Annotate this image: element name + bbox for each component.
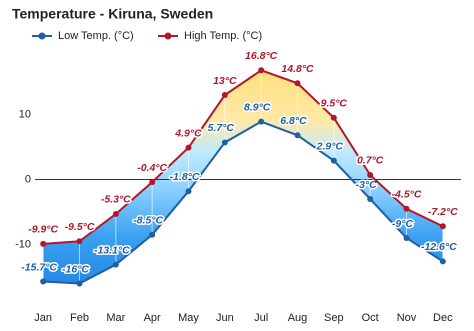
value-label: -13.1°C xyxy=(94,244,130,256)
legend-label: High Temp. (°C) xyxy=(184,30,262,42)
value-label: 16.8°C xyxy=(245,50,278,62)
point xyxy=(294,132,301,139)
x-tick-label: Dec xyxy=(433,312,453,324)
value-label: 13°C xyxy=(213,75,237,87)
point xyxy=(439,223,446,230)
point xyxy=(330,157,337,164)
value-label: 9.5°C xyxy=(321,98,348,110)
point xyxy=(76,238,83,245)
value-label: 5.7°C xyxy=(208,122,235,134)
x-tick-label: Sep xyxy=(324,312,344,324)
value-label: 0.7°C xyxy=(357,155,384,167)
point xyxy=(403,235,410,241)
legend-label: Low Temp. (°C) xyxy=(58,30,134,42)
x-tick-label: Apr xyxy=(144,312,161,324)
x-tick-label: Nov xyxy=(397,312,417,324)
point xyxy=(221,92,228,98)
legend-marker xyxy=(38,32,46,40)
point xyxy=(330,114,337,121)
point xyxy=(112,261,119,268)
point xyxy=(294,80,301,87)
value-label: -8.5°C xyxy=(133,215,163,227)
point xyxy=(112,210,119,217)
value-label: -5.3°C xyxy=(101,194,131,206)
point xyxy=(185,144,192,151)
value-label: -7.2°C xyxy=(428,206,458,218)
point xyxy=(403,205,410,212)
y-tick-label: 0 xyxy=(25,173,31,185)
value-label: 2.9°C xyxy=(316,140,344,152)
series-line xyxy=(43,69,444,245)
value-label: -3°C xyxy=(356,179,378,191)
value-label: -9.5°C xyxy=(65,221,95,233)
x-tick-label: Oct xyxy=(362,312,379,324)
value-label: -12.6°C xyxy=(421,241,457,253)
value-label: -9.9°C xyxy=(28,224,58,236)
x-tick-label: Mar xyxy=(106,312,125,324)
value-label: -16°C xyxy=(62,263,89,275)
value-label: -0.4°C xyxy=(137,162,167,174)
value-label: 4.9°C xyxy=(174,127,202,139)
x-tick-label: Aug xyxy=(288,312,308,324)
point xyxy=(149,179,156,186)
value-label: 14.8°C xyxy=(281,63,314,75)
point xyxy=(76,280,83,287)
point xyxy=(439,258,446,265)
y-tick-label: 10 xyxy=(19,108,31,120)
point xyxy=(367,171,374,178)
point xyxy=(149,231,156,238)
legend-marker xyxy=(164,32,172,40)
chart-title: Temperature - Kiruna, Sweden xyxy=(12,6,213,22)
point xyxy=(367,196,374,202)
point xyxy=(185,188,192,195)
value-label: -4.5°C xyxy=(392,189,422,201)
value-label: -9°C xyxy=(392,218,414,230)
y-tick-label: -10 xyxy=(15,238,31,250)
point xyxy=(258,67,265,74)
value-label: -1.8°C xyxy=(170,171,200,183)
value-label: 6.8°C xyxy=(280,115,307,127)
x-tick-label: May xyxy=(178,312,199,324)
point xyxy=(40,278,47,285)
value-label: 8.9°C xyxy=(244,101,271,113)
point xyxy=(40,240,47,247)
x-tick-label: Feb xyxy=(70,312,89,324)
x-tick-label: Jun xyxy=(216,312,234,324)
point xyxy=(221,139,228,146)
x-tick-label: Jan xyxy=(34,312,52,324)
temperature-band xyxy=(43,70,443,284)
x-tick-label: Jul xyxy=(254,312,268,324)
value-label: -15.7°C xyxy=(21,261,57,273)
series-line xyxy=(43,120,444,285)
point xyxy=(258,118,265,125)
